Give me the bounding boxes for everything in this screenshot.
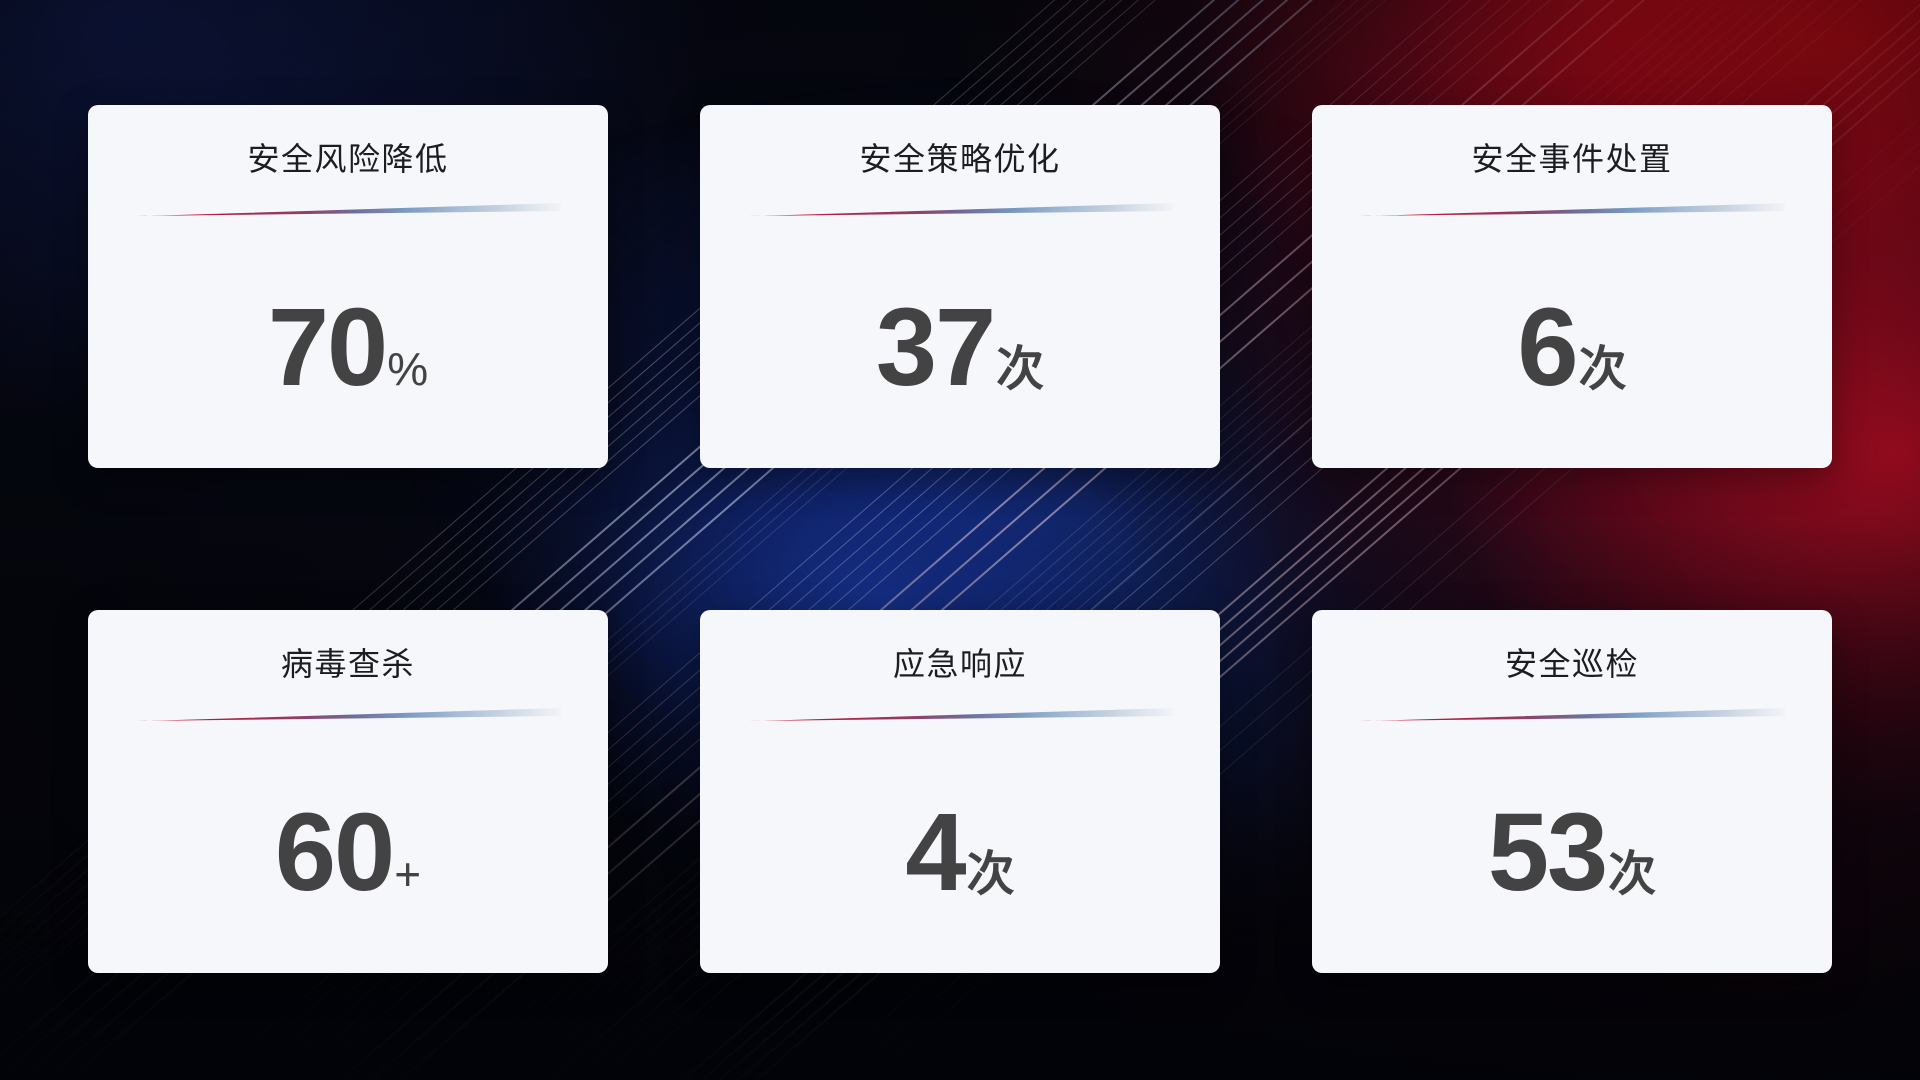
metric-card-divider-bar [1359, 708, 1785, 721]
metric-card-value: 37次 [700, 293, 1220, 403]
metric-card-divider [135, 203, 561, 216]
metric-card-divider-bar [1359, 203, 1785, 216]
metric-card-value: 4次 [700, 798, 1220, 908]
metric-card-divider [1359, 708, 1785, 721]
metric-card-divider [135, 708, 561, 721]
metric-card-value: 70% [88, 293, 608, 403]
metric-card-divider [747, 203, 1173, 216]
metric-card-value: 53次 [1312, 798, 1832, 908]
metric-card-title: 安全风险降低 [247, 141, 449, 177]
metric-card-3[interactable]: 安全事件处置 6次 [1312, 105, 1832, 468]
metric-card-unit: + [394, 848, 422, 900]
metric-card-number: 37 [875, 286, 996, 409]
metric-card-title: 安全事件处置 [1471, 141, 1673, 177]
metric-card-unit: % [387, 343, 429, 395]
metric-card-number: 4 [905, 791, 966, 914]
metric-card-1[interactable]: 安全风险降低 70% [88, 105, 608, 468]
metric-card-divider [1359, 203, 1785, 216]
metric-card-title: 安全策略优化 [859, 141, 1061, 177]
metric-card-title: 安全巡检 [1504, 646, 1639, 682]
metric-card-grid: 安全风险降低 70% 安全策略优化 37次 安全事件处置 6次 病毒查杀 60+ [88, 105, 1832, 973]
metric-card-unit: 次 [996, 343, 1045, 396]
metric-card-number: 70 [267, 286, 388, 409]
metric-card-title: 应急响应 [892, 646, 1027, 682]
metric-card-unit: 次 [1608, 848, 1657, 901]
metric-card-value: 60+ [88, 798, 608, 908]
metric-card-unit: 次 [1578, 343, 1627, 396]
metric-card-divider-bar [747, 708, 1173, 721]
metric-card-5[interactable]: 应急响应 4次 [700, 610, 1220, 973]
metric-card-divider-bar [135, 708, 561, 721]
metric-card-title: 病毒查杀 [280, 646, 415, 682]
metric-card-6[interactable]: 安全巡检 53次 [1312, 610, 1832, 973]
metric-card-4[interactable]: 病毒查杀 60+ [88, 610, 608, 973]
metric-card-divider-bar [135, 203, 561, 216]
metric-card-unit: 次 [966, 848, 1015, 901]
metric-card-value: 6次 [1312, 293, 1832, 403]
metric-card-number: 6 [1517, 286, 1578, 409]
metric-card-2[interactable]: 安全策略优化 37次 [700, 105, 1220, 468]
metric-card-number: 60 [274, 791, 395, 914]
metric-card-divider-bar [747, 203, 1173, 216]
metric-card-divider [747, 708, 1173, 721]
metric-card-number: 53 [1487, 791, 1608, 914]
